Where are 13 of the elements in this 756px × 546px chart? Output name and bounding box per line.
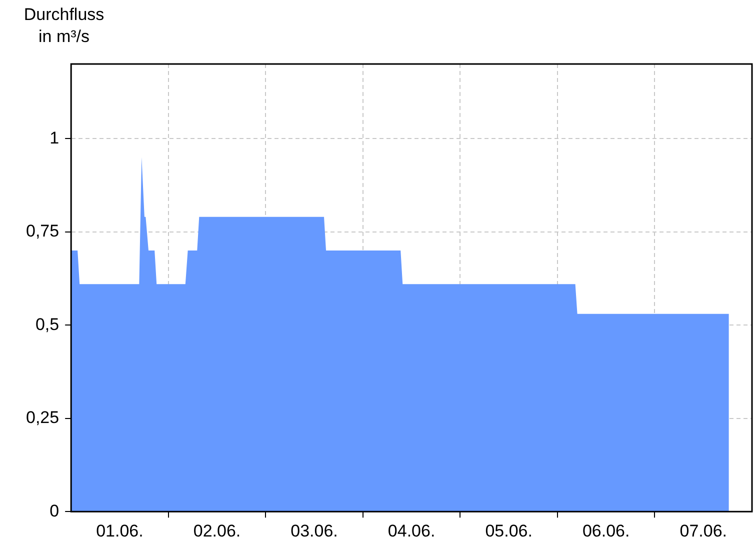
x-tick-label: 01.06. xyxy=(96,521,144,540)
x-tick-label: 07.06. xyxy=(680,521,727,540)
y-tick-label: 0,5 xyxy=(35,314,60,334)
y-tick-label: 0 xyxy=(50,501,60,520)
y-tick-label: 0,25 xyxy=(26,408,60,428)
x-tick-label: 03.06. xyxy=(290,521,338,540)
y-axis-title: Durchfluss in m³/s xyxy=(22,4,106,48)
x-tick-label: 05.06. xyxy=(485,521,532,540)
y-tick-label: 1 xyxy=(50,128,60,148)
y-tick-label: 0,75 xyxy=(26,222,60,241)
x-tick-label: 06.06. xyxy=(582,521,630,540)
x-tick-label: 04.06. xyxy=(388,521,436,540)
x-tick-label: 02.06. xyxy=(193,521,241,540)
